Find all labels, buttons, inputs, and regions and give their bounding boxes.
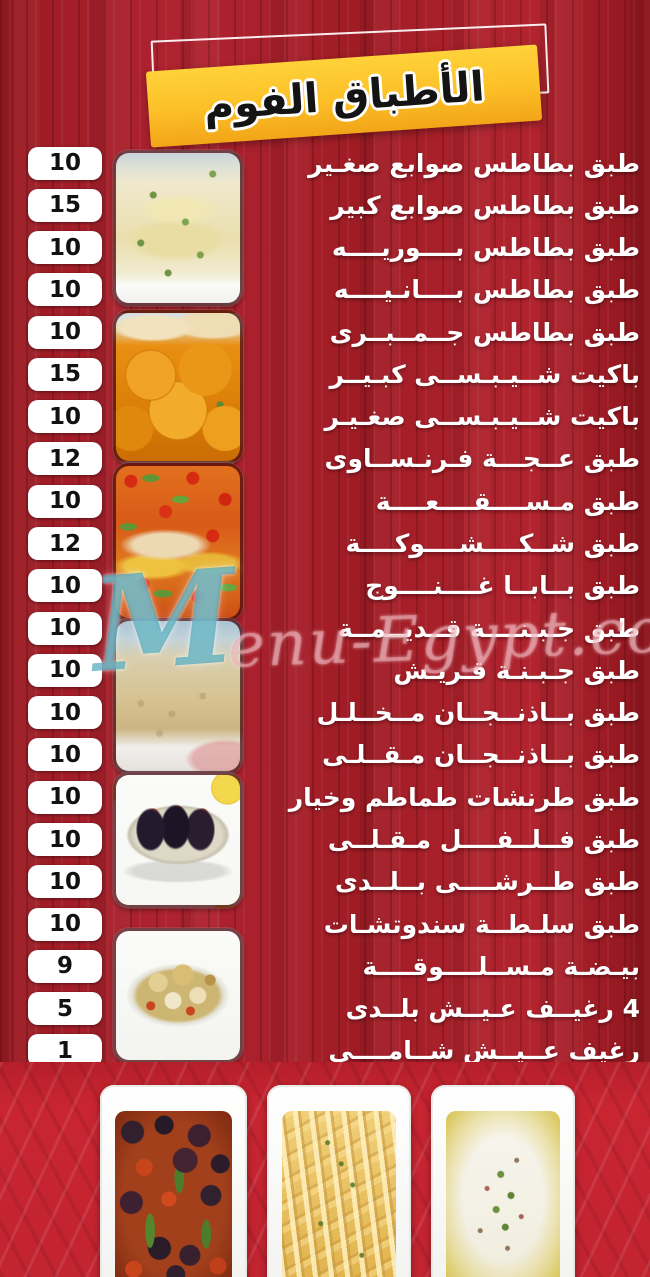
price-badge: 10 [28,231,102,265]
menu-item-label: باكيت شــيـبـســى كبـيــر [329,359,640,389]
menu-row: 10 طبق طرنشات طماطم وخيار [28,780,644,814]
menu-row: 5 4 رغيــف عـيــش بلــدى [28,992,644,1026]
menu-item-label: طبق بطاطس بــــوريــــه [331,233,640,263]
menu-item-label: رغيف عــيــش شــامــــى [328,1036,640,1066]
price-badge: 1 [28,1034,102,1068]
menu-item-label: طبق عــجـــة فـرنـســاوى [324,444,640,474]
menu-row: 10 طبق بطاطس صوابع صغـير [28,146,644,180]
menu-row: 10 طبق سلـطــة سندوتشـات [28,907,644,941]
menu-item-label: باكيت شــيـبـســى صغـيـر [324,402,640,432]
menu-item-label: طبق سلـطــة سندوتشـات [323,909,640,939]
menu-row: 10 طبق جـبـنـة قـريـش [28,653,644,687]
menu-item-label: طبق بطاطس جــمــبــرى [329,317,640,347]
photo-shakshuka [113,463,243,621]
price-badge: 10 [28,865,102,899]
menu-item-label: طبق جـبـنــــة قــديــمــة [338,613,640,643]
menu-row: 12 طبق عــجـــة فـرنـســاوى [28,442,644,476]
price-badge: 10 [28,738,102,772]
menu-item-label: طبق بــاذنــجــان مــخــلـل [316,698,640,728]
menu-item-label: طبق بطاطس صوابع كبير [330,190,640,220]
menu-row: 10 طبق طــرشــــى بــلــدى [28,865,644,899]
menu-item-label: طبق بــاذنــجــان مـقــلـى [322,740,640,770]
menu-item-label: طبق جـبـنـة قـريـش [393,655,640,685]
menu-row: 10 طبق بــابــا غــــنــــوج [28,569,644,603]
photo-boiled-vegetable-bowl [113,928,243,1063]
menu-item-label: طبق بطاطس صوابع صغـير [308,148,640,178]
price-badge: 10 [28,315,102,349]
menu-row: 15 باكيت شــيـبـســى كبـيــر [28,357,644,391]
menu-row: 12 طبق شــكــــشــــوكــــة [28,527,644,561]
price-badge: 10 [28,400,102,434]
menu-item-label: طبق مـســــقــــعــــة [375,486,640,516]
menu-item-label: طبق طرنشات طماطم وخيار [288,782,640,812]
menu-row: 10 طبق بطاطس بــــانـيــــه [28,273,644,307]
menu-row: 10 طبق مـســــقــــعــــة [28,484,644,518]
price-badge: 12 [28,527,102,561]
photo-beige-dip [113,618,243,774]
menu-row: 10 طبق بــاذنــجــان مـقــلـى [28,738,644,772]
white-cheese-food [446,1111,560,1277]
menu-row: 10 باكيت شــيـبـســى صغـيـر [28,400,644,434]
french-fries-food [282,1111,396,1277]
price-badge: 10 [28,569,102,603]
menu-row: 9 بيـضـة مـســلــــوقــــة [28,949,644,983]
price-badge: 10 [28,273,102,307]
menu-item-list: 10 طبق بطاطس صوابع صغـير 15 طبق بطاطس صو… [28,146,644,1068]
photo-mashed-potatoes [113,150,243,306]
menu-row: 10 طبق جـبـنــــة قــديــمــة [28,611,644,645]
menu-row: 1 رغيف عــيــش شــامــــى [28,1034,644,1068]
menu-row: 10 طبق بطاطس جــمــبــرى [28,315,644,349]
price-badge: 10 [28,696,102,730]
price-badge: 10 [28,146,102,180]
plate-white-cheese [431,1085,575,1277]
menu-item-label: طبق فــلــفــــل مـقـلــى [327,825,640,854]
price-badge: 15 [28,188,102,222]
bottom-plates-section [0,1062,650,1277]
price-badge: 12 [28,442,102,476]
price-badge: 10 [28,484,102,518]
section-title: الأطباق الفوم [202,62,486,130]
menu-item-label: طبق بطاطس بــــانـيــــه [333,275,640,305]
price-badge: 10 [28,611,102,645]
menu-item-label: طبق طــرشــــى بــلــدى [334,867,640,897]
plate-french-fries [267,1085,411,1277]
photo-pickled-stuffed-eggplant [113,772,243,908]
photo-fried-potato-slices [113,310,243,464]
price-badge: 9 [28,949,102,983]
eggplant-stew-food [115,1111,232,1277]
price-badge: 15 [28,357,102,391]
menu-item-label: طبق شــكــــشــــوكــــة [345,529,640,559]
price-badge: 5 [28,992,102,1026]
menu-row: 10 طبق فــلــفــــل مـقـلــى [28,823,644,857]
plate-eggplant-stew [100,1085,247,1277]
price-badge: 10 [28,653,102,687]
menu-item-label: 4 رغيــف عـيــش بلــدى [345,994,640,1024]
menu-item-label: بيـضـة مـســلــــوقــــة [362,951,640,981]
price-badge: 10 [28,823,102,856]
menu-row: 10 طبق بطاطس بــــوريــــه [28,231,644,265]
price-badge: 10 [28,907,102,941]
menu-row: 15 طبق بطاطس صوابع كبير [28,188,644,222]
menu-row: 10 طبق بــاذنــجــان مــخــلـل [28,696,644,730]
price-badge: 10 [28,780,102,814]
menu-item-label: طبق بــابــا غــــنــــوج [365,571,640,601]
